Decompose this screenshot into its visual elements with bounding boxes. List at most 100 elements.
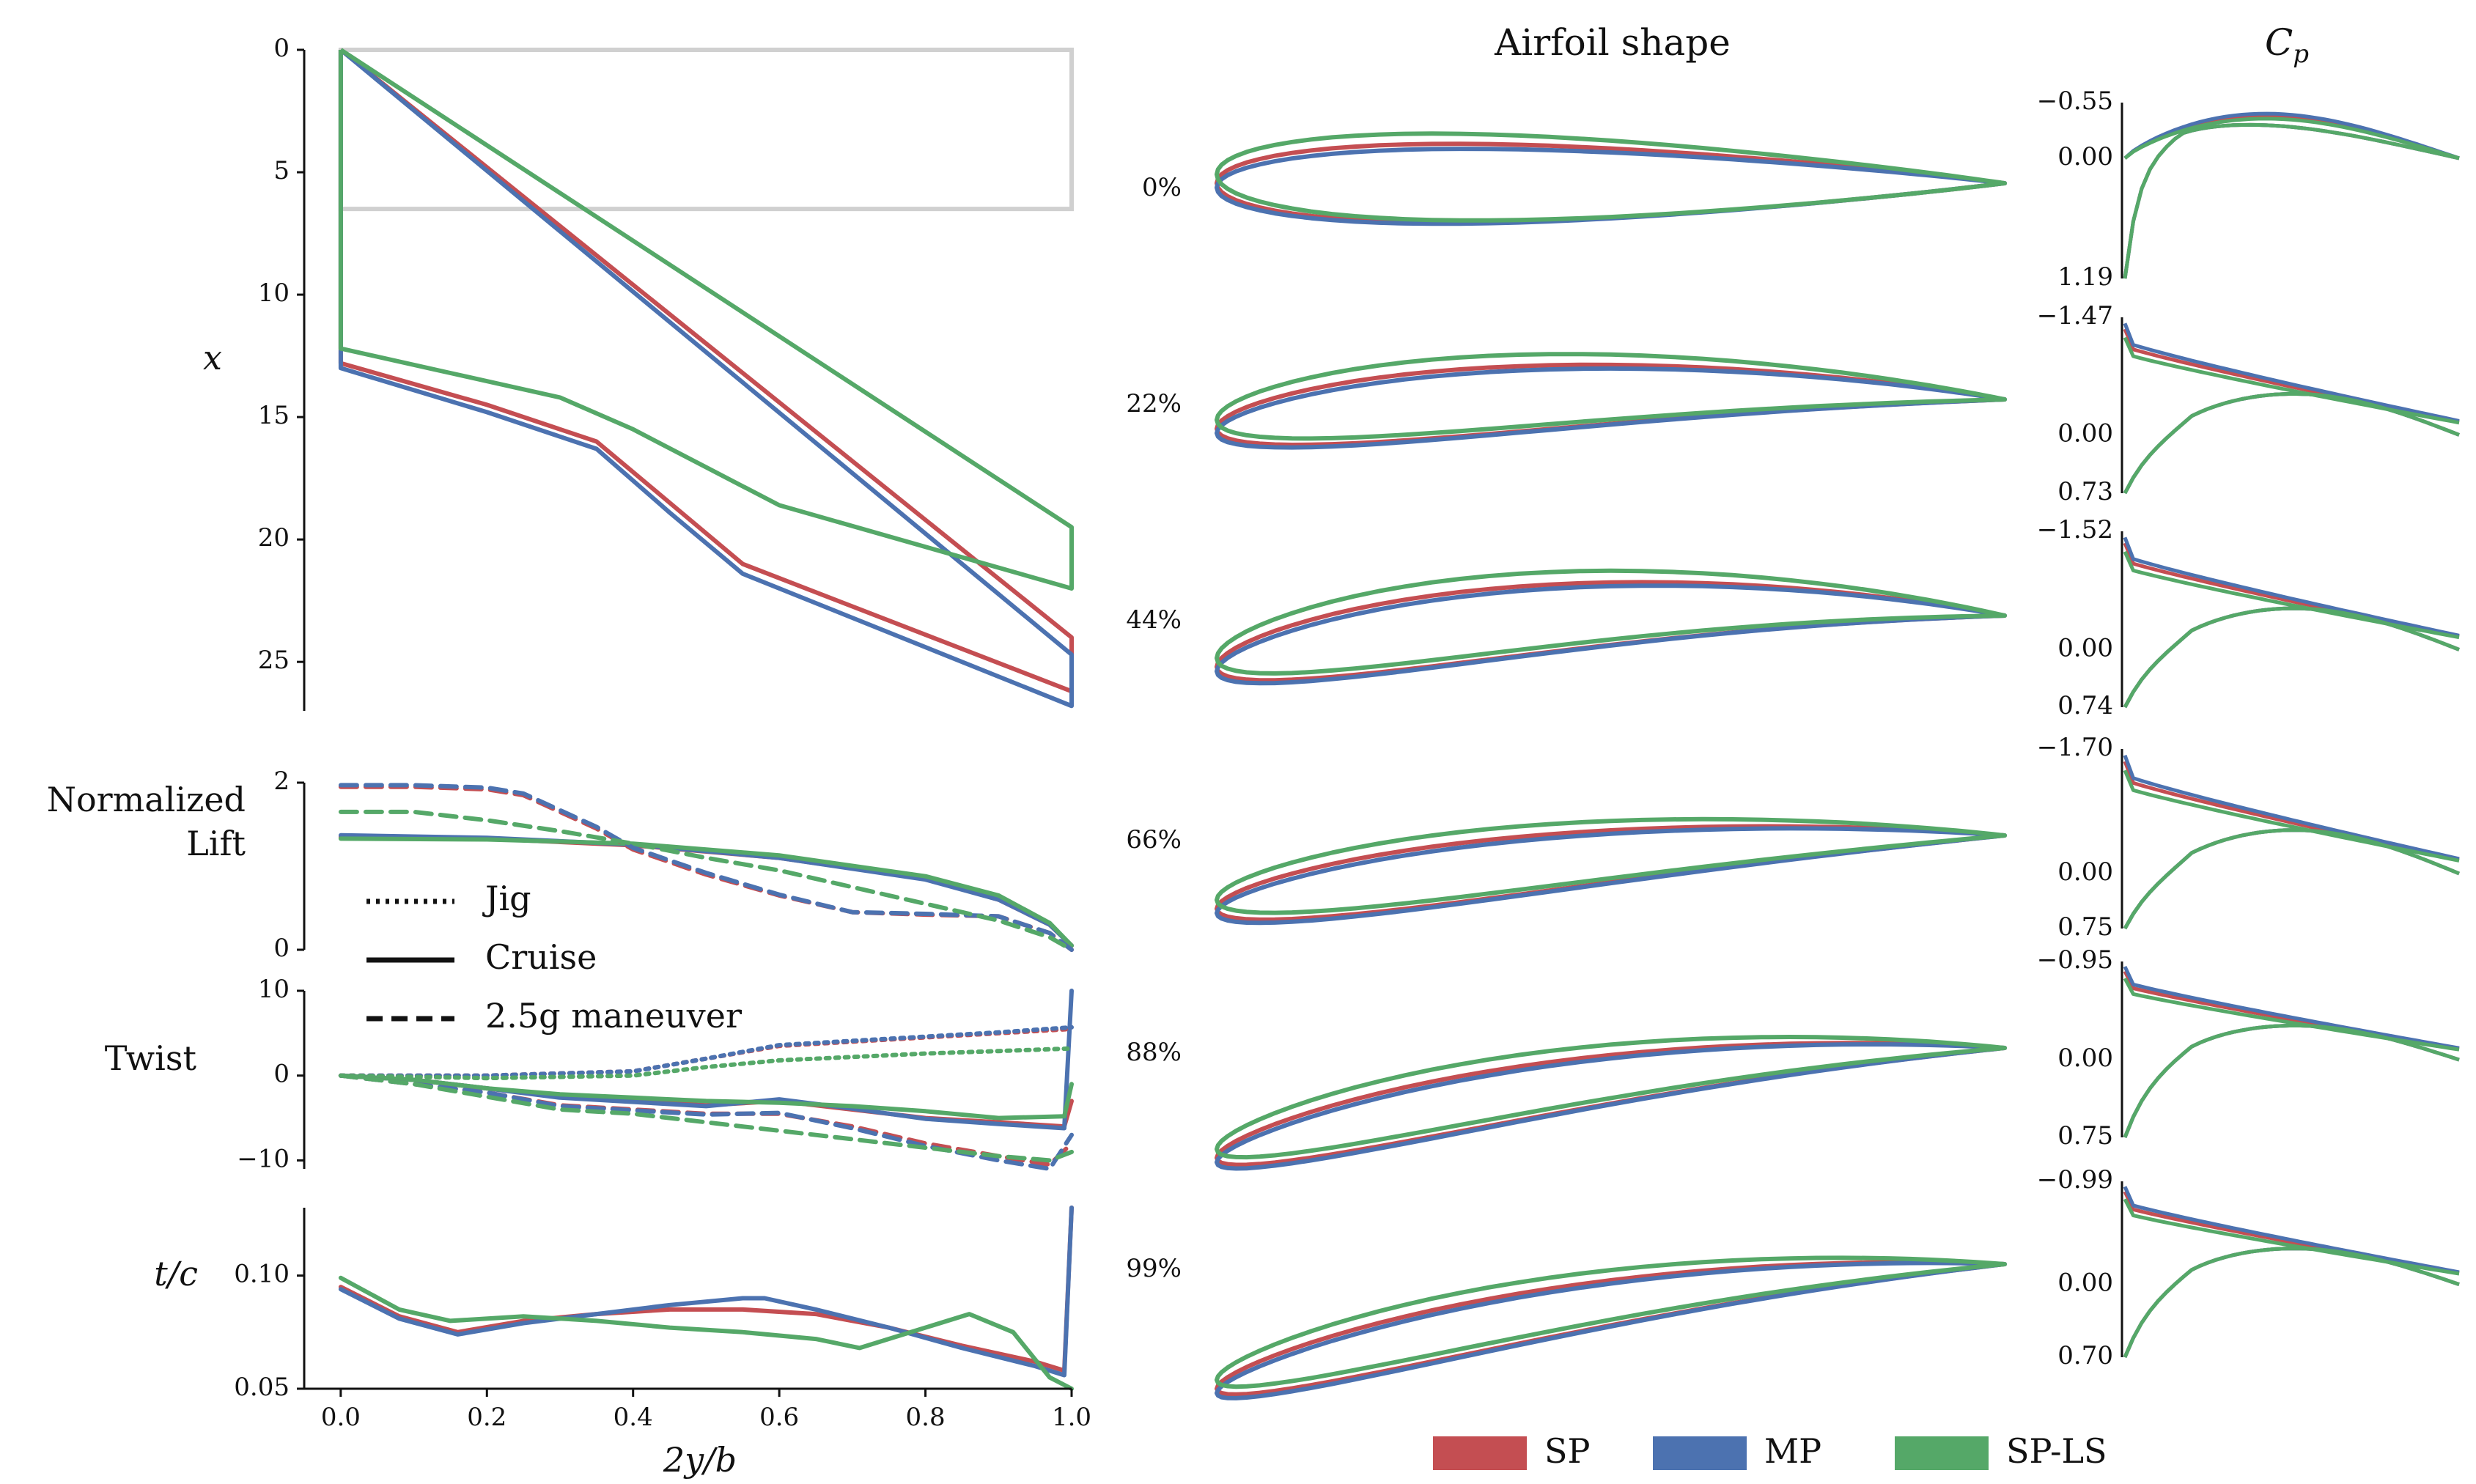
legend-color-swatch-sp [1433,1436,1527,1470]
twist-series-mp-dotted [338,1025,1074,1078]
twist-series-sp-ls-dashed [338,1073,1074,1163]
cp-panel-1-upper-mp [2123,322,2460,423]
cp-panel-2-tick-label: 0.00 [2057,633,2113,662]
thickness-y-label: t/c [154,1254,198,1293]
cp-panel-4-tick-label: 0.00 [2057,1044,2113,1073]
legend-color-label-2: SP-LS [2006,1431,2107,1471]
planform-y-tick-label: 15 [258,401,290,430]
twist-series-sp-ls-solid [338,1073,1074,1121]
airfoil-5-mp [1215,1260,2007,1400]
cp-panel-0-upper-mp [2123,111,2460,160]
twist-y-tick-label: −10 [237,1144,290,1173]
lift-series-sp-dashed [338,784,1074,952]
planform-y-tick-label: 10 [258,278,290,308]
airfoil-3-sp-ls [1215,816,2007,915]
cp-panel-3-lower-sp [2123,828,2460,930]
cp-panel-0-tick-label: 0.00 [2057,142,2113,171]
cp-panel-1-lower-sp-ls [2123,391,2460,495]
planform-panel: 0 5 10 15 20 25 x [203,34,1074,711]
lift-y-label-line1: Normalized [47,780,246,819]
cp-panel-5-tick-label: −0.99 [2037,1165,2113,1195]
cp-panel-5-tick-label: 0.00 [2057,1269,2113,1298]
twist-y-tick-label: 10 [258,975,290,1004]
cp-panel-1-tick-label: 0.00 [2057,418,2113,448]
airfoil-2-sp-ls [1215,568,2007,676]
twist-y-label: Twist [105,1038,197,1078]
cp-panel-2-upper-sp [2123,542,2460,638]
airfoil-5-sp-ls [1215,1255,2007,1389]
cp-panel-0-tick-label: −0.55 [2037,86,2113,116]
planform-outline-sp [338,48,1074,694]
cp-panel-3-upper-mp [2123,754,2460,861]
twist-y-tick-label: 0 [273,1060,290,1089]
lift-y-tick-label: 0 [273,934,290,963]
lift-series-sp-ls-dashed [338,809,1074,952]
thickness-x-tick-label: 0.6 [759,1403,799,1432]
thickness-x-tick-label: 0.2 [467,1403,506,1432]
planform-y-tick-label: 5 [273,156,290,185]
thickness-x-tick-label: 0.4 [614,1403,653,1432]
legend-line-label-2: 2.5g maneuver [485,996,742,1036]
cp-panel-2-tick-label: 0.74 [2057,691,2113,720]
cp-panel-5-tick-label: 0.70 [2057,1341,2113,1370]
airfoil-row-label-1: 22% [1126,389,1182,418]
legend-color-label-0: SP [1544,1431,1590,1471]
cp-panel-4-lower-sp-ls [2123,1023,2460,1138]
thickness-y-tick-label: 0.05 [234,1373,290,1402]
planform-y-tick-label: 25 [258,646,290,675]
cp-panel-2-upper-mp [2123,536,2460,638]
lift-y-tick-label: 2 [273,767,290,796]
cp-panel-0-tick-label: 1.19 [2057,262,2113,292]
thickness-x-label: 2y/b [663,1440,737,1480]
planform-y-tick-label: 20 [258,523,290,553]
cp-panel-3-lower-mp [2123,828,2460,930]
cp-panel-4-upper-mp [2123,965,2460,1050]
cp-title: Cp [2265,21,2309,69]
airfoil-row-label-4: 88% [1126,1038,1182,1067]
airfoil-3-sp [1215,824,2007,922]
planform-reference-frame [338,48,1074,212]
cp-panel-1-upper-sp-ls [2123,336,2460,425]
color-legend: SP MP SP-LS [1433,1431,2107,1471]
cp-panel-4-tick-label: −0.95 [2037,945,2113,975]
cp-panel-1-tick-label: −1.47 [2037,301,2113,331]
lift-panel: 0 2 Normalized Lift [47,767,1074,963]
lift-series-mp-solid [338,833,1074,948]
cp-panel-0-lower-sp-ls [2123,122,2460,279]
cp-panel-3-tick-label: 0.00 [2057,857,2113,887]
thickness-series-sp-ls-solid [338,1275,1074,1391]
line-style-legend: Jig Cruise 2.5g maneuver [366,879,742,1036]
cp-panel-3-tick-label: −1.70 [2037,733,2113,762]
planform-outline-sp-ls [338,48,1074,591]
twist-panel: −10 0 10 Twist [105,975,1074,1173]
cp-panel-2-lower-sp-ls [2123,606,2460,709]
lift-y-label-line2: Lift [186,824,246,863]
cp-panel-3-upper-sp [2123,761,2460,862]
cp-panel-4-tick-label: 0.75 [2057,1121,2113,1151]
airfoil-title: Airfoil shape [1494,21,1731,64]
legend-line-label-0: Jig [482,879,531,918]
airfoil-row-label-2: 44% [1126,605,1182,635]
airfoil-row-label-3: 66% [1126,825,1182,854]
airfoil-row-label-5: 99% [1126,1254,1182,1283]
airfoil-4-sp-ls [1215,1035,2007,1160]
twist-series-sp-ls-dotted [338,1046,1074,1081]
airfoil-panel: Airfoil shape 0% 22% 44% 66% 88% 99% [1126,21,2007,1400]
airfoil-row-label-0: 0% [1142,173,1182,202]
airfoil-0-sp-ls [1215,131,2007,223]
thickness-y-tick-label: 0.10 [234,1260,290,1289]
cp-panel-3-lower-sp-ls [2123,828,2460,930]
legend-color-swatch-sp-ls [1895,1436,1989,1470]
twist-series-mp-dashed [338,1073,1074,1171]
lift-series-sp-ls-solid [338,836,1074,948]
cp-panel-5-upper-sp [2123,1191,2460,1275]
cp-panel-3-upper-sp-ls [2123,769,2460,863]
planform-y-label: x [203,338,222,377]
thickness-panel: 0.05 0.10 t/c 0.0 0.2 0.4 0.6 0.8 1.0 2y/b [154,1206,1091,1480]
cp-panel-0-upper-sp-ls [2123,117,2460,160]
thickness-series-mp-solid [338,1206,1074,1378]
planform-outline-mp [338,48,1074,709]
legend-color-label-1: MP [1764,1431,1821,1471]
cp-panel-1-upper-sp [2123,328,2460,424]
cp-panel-5-upper-mp [2123,1186,2460,1274]
